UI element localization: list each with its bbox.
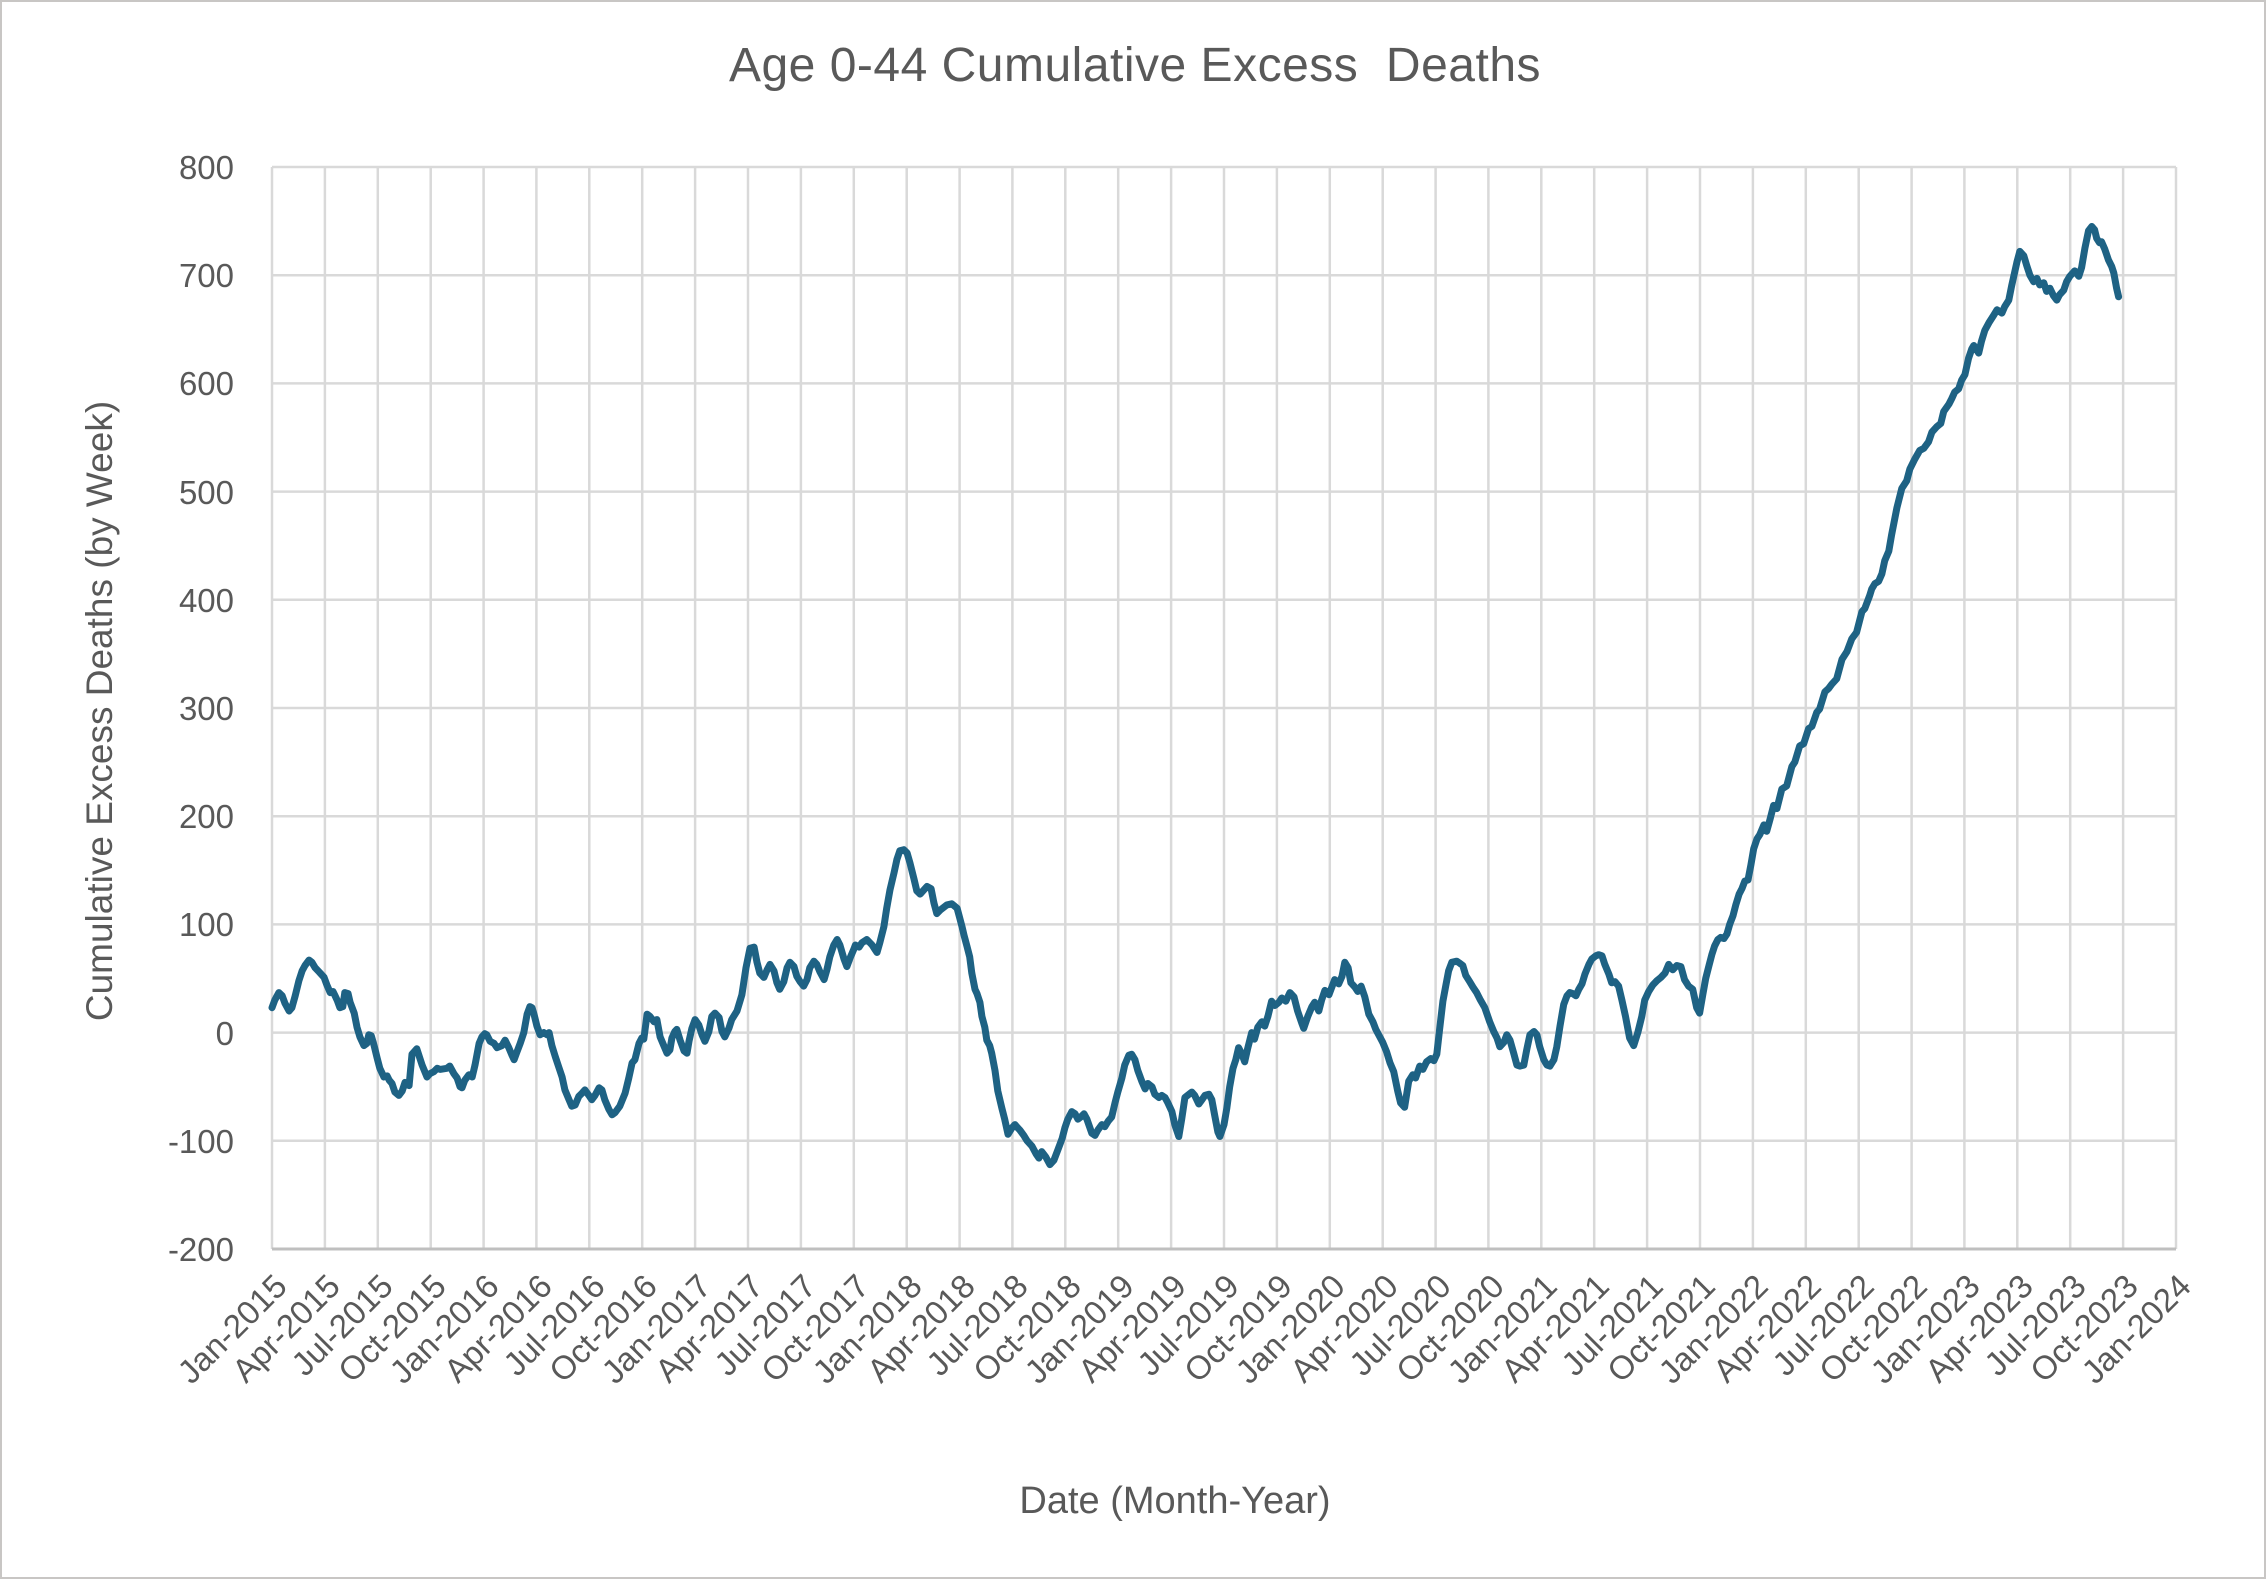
y-tick-label: -100 <box>167 1122 234 1160</box>
y-tick-label: 200 <box>178 798 234 836</box>
y-tick-label: 100 <box>178 906 234 944</box>
x-axis-title: Date (Month-Year) <box>1019 1480 1331 1522</box>
y-tick-label: 500 <box>178 473 234 511</box>
y-tick-label: 800 <box>178 149 234 186</box>
y-tick-label: 600 <box>178 365 234 403</box>
y-tick-label: 700 <box>178 257 234 295</box>
y-tick-label: 0 <box>215 1014 234 1052</box>
y-tick-label: 400 <box>178 581 234 619</box>
chart-title: Age 0-44 Cumulative Excess Deaths <box>728 39 1542 92</box>
y-tick-label: 300 <box>178 690 234 727</box>
series-line <box>268 223 2123 1169</box>
y-tick-label: -200 <box>167 1231 234 1268</box>
